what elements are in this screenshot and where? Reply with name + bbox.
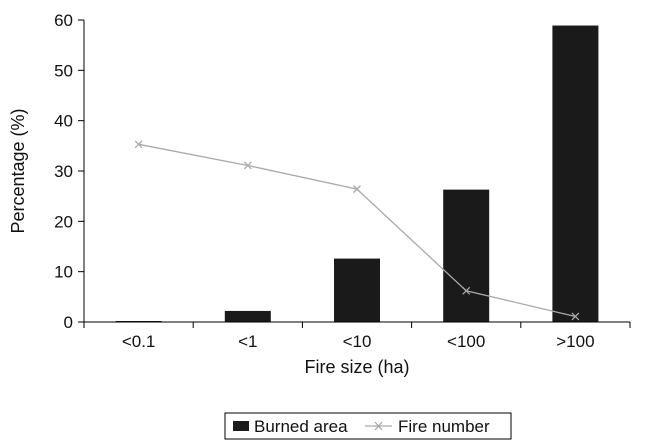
y-tick-label: 30 [54,162,73,181]
x-tick-label: <100 [447,332,485,351]
legend: Burned area Fire number [224,412,512,440]
bar-burned-area [115,320,162,322]
bar-burned-area [224,310,271,322]
legend-swatch-burned-area [233,421,249,431]
point-fire-number [134,140,143,149]
y-tick-label: 60 [54,11,73,30]
y-tick-label: 0 [64,313,73,332]
y-tick-label: 20 [54,212,73,231]
point-fire-number [353,185,361,194]
bar-burned-area [443,189,490,322]
y-tick-label: 50 [54,61,73,80]
legend-label-burned-area: Burned area [254,417,348,436]
x-axis-title: Fire size (ha) [304,357,409,377]
x-tick-label: <10 [343,332,372,351]
y-tick-label: 40 [54,112,73,131]
bar-burned-area [552,25,599,322]
y-ticks: 0 10 20 30 40 50 60 [54,11,84,332]
x-ticks: <0.1 <1 <10 <100 >100 [83,322,631,351]
point-fire-number [462,286,471,295]
x-tick-label: >100 [556,332,594,351]
bars-layer [115,25,599,322]
point-fire-number [243,161,252,170]
y-axis-title: Percentage (%) [8,108,28,233]
legend-box [224,412,512,440]
fire-number-line-layer [134,140,580,321]
bar-burned-area [334,258,380,322]
legend-label-fire-number: Fire number [398,417,490,436]
point-fire-number [571,312,580,321]
x-tick-label: <1 [238,332,257,351]
x-tick-label: <0.1 [122,332,156,351]
y-tick-label: 10 [54,263,73,282]
legend-marker-fire-number [374,421,383,431]
